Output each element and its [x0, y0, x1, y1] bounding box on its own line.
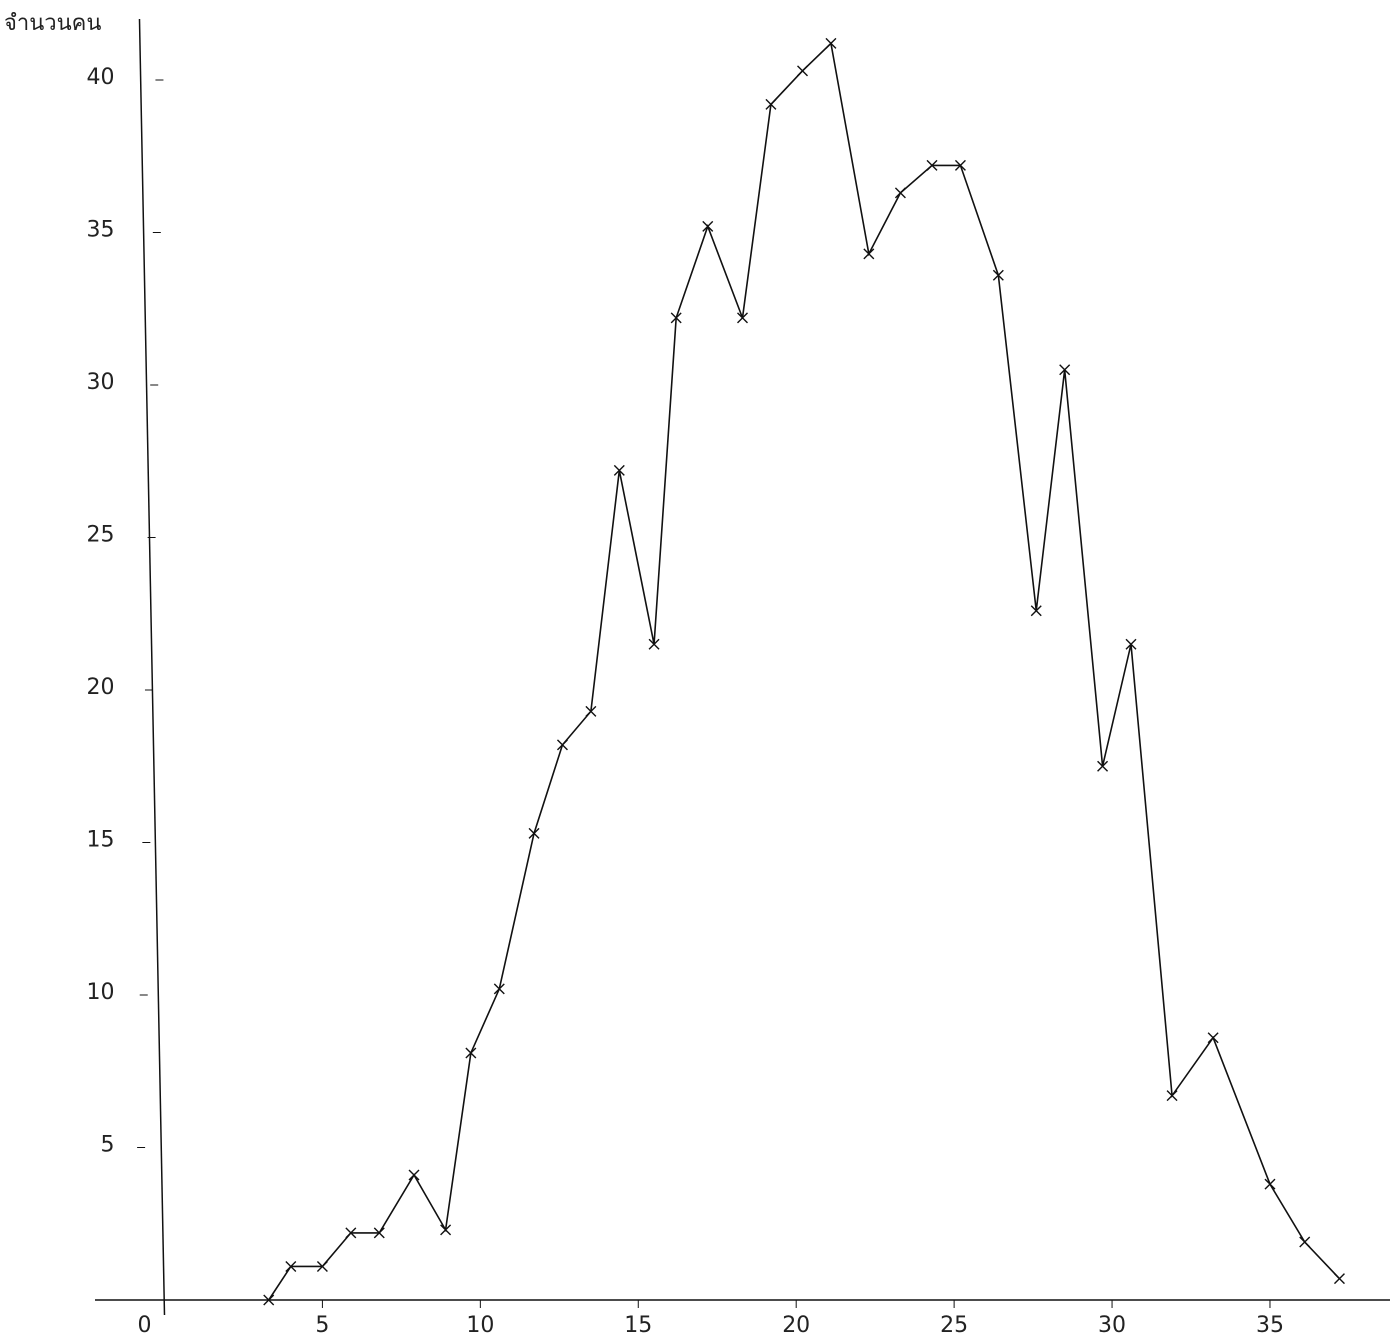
y-axis: [138, 18, 166, 1316]
y-tick-label: 5: [100, 1133, 114, 1158]
point-marker: [648, 638, 660, 650]
data-line: [268, 41, 1341, 1301]
y-tick-label: 15: [86, 828, 114, 853]
point-marker: [954, 159, 966, 171]
point-marker: [585, 705, 597, 717]
point-marker: [263, 1294, 275, 1306]
y-tick-label: 25: [86, 523, 114, 548]
point-marker: [440, 1224, 452, 1236]
x-tick-label: 5: [315, 1313, 329, 1338]
point-marker: [345, 1227, 357, 1239]
point-marker: [825, 37, 837, 49]
y-tick-label: 10: [86, 980, 114, 1005]
point-marker: [1166, 1090, 1178, 1102]
point-marker: [465, 1047, 477, 1059]
point-marker: [408, 1169, 420, 1181]
point-marker: [737, 312, 748, 324]
point-marker: [285, 1260, 297, 1272]
y-tick-label: 40: [86, 65, 114, 90]
point-marker: [1333, 1273, 1345, 1285]
point-marker: [1207, 1032, 1219, 1044]
x-tick-label: 15: [624, 1313, 652, 1338]
x-tick-label: 0: [137, 1313, 151, 1338]
point-marker: [765, 98, 777, 110]
point-marker: [1030, 605, 1042, 617]
point-marker: [373, 1227, 385, 1239]
point-marker: [926, 159, 938, 171]
point-marker: [528, 827, 540, 839]
y-axis-label: จำนวนคน: [4, 11, 101, 36]
point-marker: [1264, 1178, 1276, 1190]
point-marker: [316, 1260, 328, 1272]
x-tick-label: 30: [1098, 1313, 1126, 1338]
point-marker: [1059, 364, 1071, 376]
y-tick-label: 20: [86, 675, 114, 700]
point-marker: [863, 248, 875, 260]
y-tick-label: 30: [86, 370, 114, 395]
point-marker: [670, 312, 682, 324]
point-marker: [894, 187, 906, 199]
point-marker: [702, 220, 714, 232]
point-marker: [556, 739, 568, 751]
point-marker: [1097, 760, 1109, 772]
point-marker: [1299, 1236, 1311, 1248]
x-tick-label: 25: [940, 1313, 968, 1338]
x-tick-label: 35: [1256, 1313, 1284, 1338]
x-tick-label: 20: [782, 1313, 810, 1338]
point-marker: [1125, 638, 1137, 650]
y-tick-label: 35: [86, 218, 114, 243]
point-marker: [797, 65, 809, 77]
point-marker: [992, 269, 1004, 281]
point-marker: [493, 983, 505, 995]
point-marker: [613, 464, 625, 476]
x-tick-label: 10: [466, 1313, 494, 1338]
